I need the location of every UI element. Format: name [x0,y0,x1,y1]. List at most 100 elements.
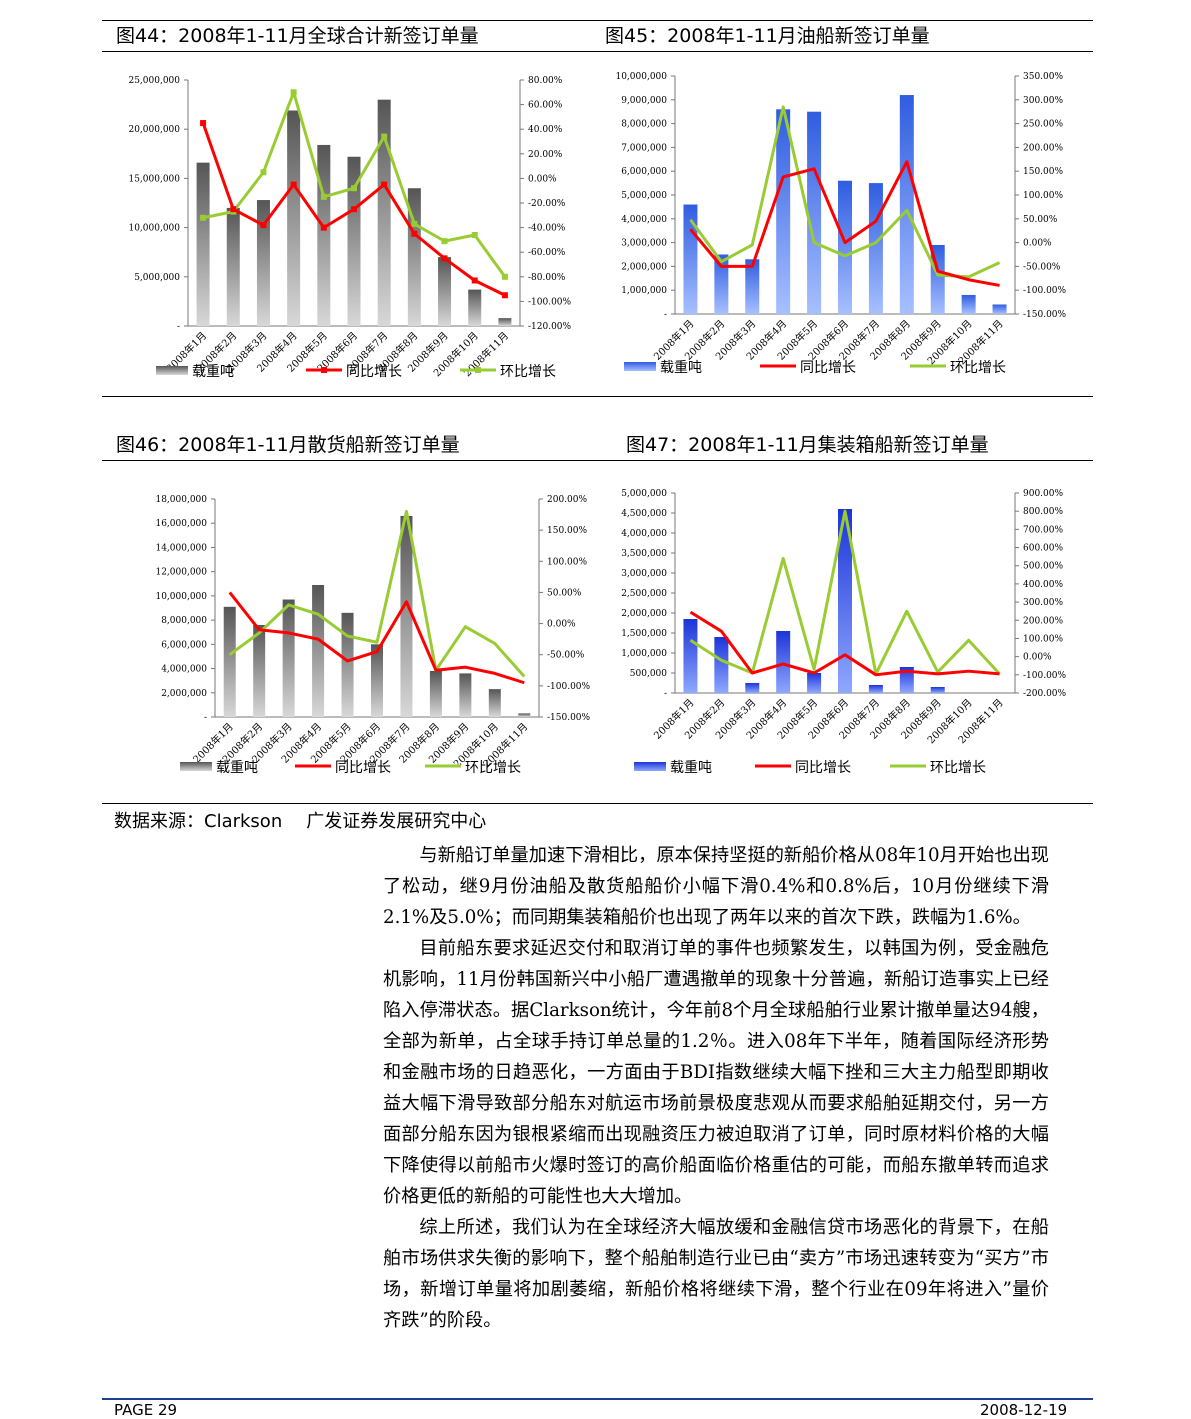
yoy-point [320,224,327,231]
right-tick-label: 150.00% [547,526,587,536]
mom-point [441,238,448,245]
left-tick-label: 6,000,000 [621,167,667,177]
bar [287,110,301,326]
mom-point [260,169,267,176]
left-tick-label: 9,000,000 [621,96,667,106]
left-tick-label: 3,500,000 [621,549,667,559]
right-tick-label: 0.00% [1023,239,1052,249]
right-tick-label: 200.00% [1023,143,1063,153]
source-org: 广发证券发展研究中心 [306,811,487,832]
right-tick-label: 300.00% [1023,96,1063,106]
left-tick-label: 25,000,000 [128,76,180,86]
legend-yoy-label: 同比增长 [800,360,856,376]
left-tick-label: 15,000,000 [128,174,180,184]
right-tick-label: 0.00% [1023,653,1052,663]
legend-yoy-label: 同比增长 [335,760,391,776]
bar [838,180,852,314]
bar [838,509,852,693]
right-tick-label: 250.00% [1023,120,1063,130]
left-tick-label: 500,000 [630,669,667,679]
chart-fig45: 10,000,000 9,000,000 8,000,000 7,000,000 6,0… [615,72,1067,376]
left-tick-label: 1,500,000 [621,629,667,639]
right-tick-label: -100.00% [1023,286,1067,296]
left-tick-label: 7,000,000 [621,143,667,153]
right-tick-label: 400.00% [1023,580,1063,590]
mom-point [471,231,478,238]
legend-mom-label: 环比增长 [500,364,556,380]
right-tick-label: 100.00% [547,557,587,567]
left-tick-label: 2,000,000 [161,689,207,699]
right-tick-label: 200.00% [547,495,587,505]
legend-bar-label: 载重吨 [216,760,258,776]
left-tick-label: 2,000,000 [621,262,667,272]
right-tick-label: 20.00% [528,150,563,160]
bar [488,689,501,717]
legend-yoy-label: 同比增长 [795,760,851,776]
left-tick-label: 4,000,000 [161,665,207,675]
bar [899,667,914,693]
bar [371,644,383,717]
row-divider [102,396,1093,397]
figure-47-title: 图47：2008年1-11月集装箱船新签订单量 [626,434,989,456]
right-tick-label: 0.00% [528,174,557,184]
yoy-point [471,277,478,284]
left-tick-label: 10,000,000 [155,592,207,602]
bar [776,631,791,693]
bar [256,200,270,326]
mom-point [381,133,388,140]
right-tick-label: -100.00% [547,682,591,692]
bar [282,599,295,717]
right-tick-label: 800.00% [1023,507,1063,517]
legend-bar-swatch [624,362,656,371]
data-source: 数据来源：Clarkson [114,811,283,832]
left-tick-label: - [664,689,667,699]
figure-44-title: 图44：2008年1-11月全球合计新签订单量 [116,25,479,47]
bar [317,144,331,326]
paragraph-2: 目前船东要求延迟交付和取消订单的事件也频繁发生，以韩国为例，受金融危机影响，11… [383,938,1049,1207]
legend-yoy-marker [321,367,327,373]
left-tick-label: 5,000,000 [621,191,667,201]
right-tick-label: 100.00% [1023,191,1063,201]
bar [498,318,512,326]
right-tick-label: -120.00% [528,322,572,332]
legend-bar-label: 载重吨 [660,360,702,376]
yoy-line [228,591,525,685]
bar [961,294,976,314]
left-tick-label: 4,500,000 [621,509,667,519]
right-tick-label: -20.00% [528,199,566,209]
yoy-point [200,120,207,127]
yoy-point [501,292,508,299]
bar [400,515,413,717]
bar [518,713,531,717]
bar [807,111,822,314]
yoy-point [230,206,237,213]
legend-bar-swatch [180,762,212,771]
chart-fig46: 18,000,000 16,000,000 14,000,000 12,000,000… [155,495,591,776]
source-rule [102,803,1093,804]
right-tick-label: 200.00% [1023,616,1063,626]
left-tick-label: 8,000,000 [621,120,667,130]
paragraph-3: 综上所述，我们认为在全球经济大幅放缓和金融信贷市场恶化的背景下，在船舶市场供求失… [383,1217,1049,1331]
right-tick-label: -150.00% [1023,310,1067,320]
legend-bar-swatch [634,762,666,771]
right-tick-label: -50.00% [1023,262,1061,272]
bar [868,685,883,693]
bar [745,683,760,693]
left-tick-label: 1,000,000 [621,286,667,296]
bar [459,673,472,717]
chart-fig47: 5,000,000 4,500,000 4,000,000 3,500,000 3,00… [621,489,1066,776]
bar [223,606,236,717]
right-tick-label: -40.00% [528,224,566,234]
left-tick-label: 8,000,000 [161,616,207,626]
bar [899,95,914,314]
bar [429,670,442,717]
bar [407,188,421,326]
bar [807,673,822,693]
chart-fig44: 25,000,000 20,000,000 15,000,000 10,000,000… [128,76,572,380]
report-date: 2008-12-19 [980,1401,1068,1419]
left-tick-label: 1,000,000 [621,649,667,659]
right-tick-label: 900.00% [1023,489,1063,499]
bar [196,162,210,326]
right-tick-label: -80.00% [528,273,566,283]
yoy-point [260,222,267,229]
